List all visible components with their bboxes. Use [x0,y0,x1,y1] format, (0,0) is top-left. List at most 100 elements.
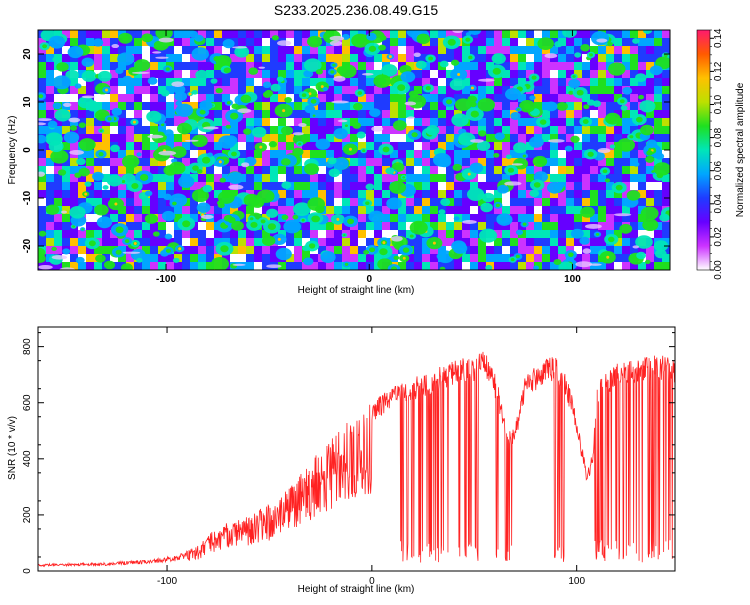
spectrogram-cell [166,46,174,54]
spectrogram-cell [254,102,262,110]
spectrogram-cell [398,46,406,54]
spectrogram-low-patch [38,264,53,270]
spectrogram-cell [470,222,478,230]
spectrogram-cell [334,182,342,190]
spectrogram-cell [342,174,350,182]
spectrogram-cell [518,166,526,174]
spectrogram-cell [358,182,366,190]
spectrogram-cell [558,246,566,254]
spectrogram-cell [254,150,262,158]
spectrogram-cell [238,134,246,142]
spectrogram-cell [278,54,286,62]
spectrogram-cell [582,126,590,134]
spectrogram-cell [510,206,518,214]
spectrogram-cell [430,46,438,54]
spectrogram-cell [430,70,438,78]
spectrogram-cell [38,166,46,174]
spectrogram-cell [494,206,502,214]
spectrogram-cell [294,70,302,78]
spectrogram-cell [502,190,510,198]
spectrogram-cell [182,190,190,198]
snr-frame [37,326,676,572]
spectrogram-cell [78,70,86,78]
spectrogram-cell [102,38,110,46]
spectrogram-cell [118,134,126,142]
spectrogram-cell [390,174,398,182]
spectrogram-cell [246,254,254,262]
spectrogram-cell [326,78,334,86]
spectrogram-cell [246,30,254,38]
spectrogram-cell [318,110,326,118]
spectrogram-cell [622,150,630,158]
spectrogram-cell [598,86,606,94]
spectrogram-cell [38,102,46,110]
spectrogram-cell [606,54,614,62]
spectrogram-cell [542,62,550,70]
spectrogram-cell [486,246,494,254]
spectrogram-cell [54,238,62,246]
spectrogram-cell [542,254,550,262]
spectrogram-peak [497,184,509,194]
spectrogram-peak-core [608,236,615,243]
spectrogram-cell [622,94,630,102]
spectrogram-cell [238,54,246,62]
spectrogram-cell [214,214,222,222]
spectrogram-cell [70,110,78,118]
spectrogram-cell [134,46,142,54]
spectrogram-cell [294,38,302,46]
spectrogram-cell [294,166,302,174]
spectrogram-cell [486,86,494,94]
spectrogram-cell [510,126,518,134]
spectrogram-cell [494,46,502,54]
spectrogram-cell [350,238,358,246]
spectrogram-cell [494,222,502,230]
spectrogram-cell [230,62,238,70]
spectrogram-cell [86,78,94,86]
spectrogram-cell [262,118,270,126]
spectrogram-cell [430,182,438,190]
spectrogram-cell [382,86,390,94]
spectrogram-cell [342,46,350,54]
spectrogram-cell [590,46,598,54]
spectrogram-cell [118,86,126,94]
spectrogram-cell [486,54,494,62]
spectrogram-peak [222,39,235,49]
spectrogram-cell [382,158,390,166]
spectrogram-cell [334,142,342,150]
spectrogram-cell [310,134,318,142]
spectrogram-cell [190,102,198,110]
spectrogram-cell [478,222,486,230]
spectrogram-cell [494,94,502,102]
spectrogram-cell [310,142,318,150]
spectrogram-cell [422,102,430,110]
spectrogram-cell [102,246,110,254]
spectrogram-peak [136,257,143,263]
spectrogram-cell [158,214,166,222]
spectrogram-cell [286,78,294,86]
spectrogram-cell [566,166,574,174]
spectrogram-cell [174,182,182,190]
spectrogram-cell [558,46,566,54]
spectrogram-cell [46,222,54,230]
spectrogram-cell [118,214,126,222]
spectrogram-cell [630,182,638,190]
spectrogram-cell [102,174,110,182]
spectrogram-cell [510,118,518,126]
spectrogram-cell [310,78,318,86]
spectrogram-cell [294,118,302,126]
spectrogram-cell [390,54,398,62]
spectrogram-cell [62,46,70,54]
spectrogram-cell [598,94,606,102]
spectrogram-cell [406,54,414,62]
spectrogram-cell [326,102,334,110]
spectrogram-cell [294,254,302,262]
spectrogram-cell [126,190,134,198]
spectrogram-peak [409,220,428,235]
spectrogram-peak-core [402,176,406,179]
spectrogram-cell [430,198,438,206]
spectrogram-peak [110,144,120,153]
spectrogram-cell [94,54,102,62]
spectrogram-low-patch [337,119,348,123]
spectrogram-cell [526,30,534,38]
spectrogram-cell [310,174,318,182]
